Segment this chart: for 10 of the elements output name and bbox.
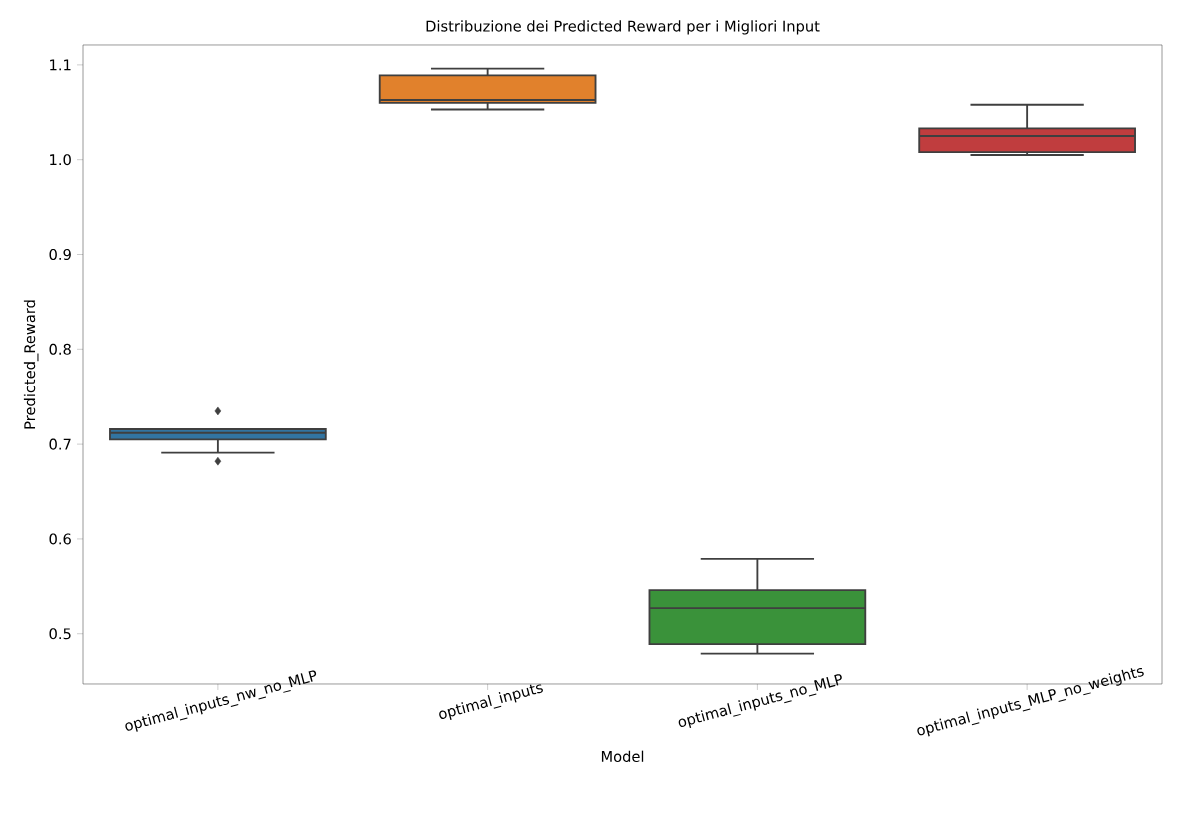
- y-tick-label: 1.0: [50, 154, 71, 166]
- y-tick-label: 0.7: [49, 438, 71, 450]
- y-tick-label: 1.1: [50, 59, 71, 71]
- y-tick-label: 0.5: [49, 628, 71, 640]
- x-axis-title: Model: [601, 750, 644, 762]
- y-tick-label: 0.9: [49, 248, 71, 261]
- y-tick-label: 0.6: [49, 533, 71, 545]
- y-tick-label: 0.8: [49, 343, 71, 355]
- chart-title: Distribuzione dei Predicted Reward per i Migliori Input: [426, 20, 820, 35]
- y-axis-title: Predicted_Reward: [23, 300, 39, 429]
